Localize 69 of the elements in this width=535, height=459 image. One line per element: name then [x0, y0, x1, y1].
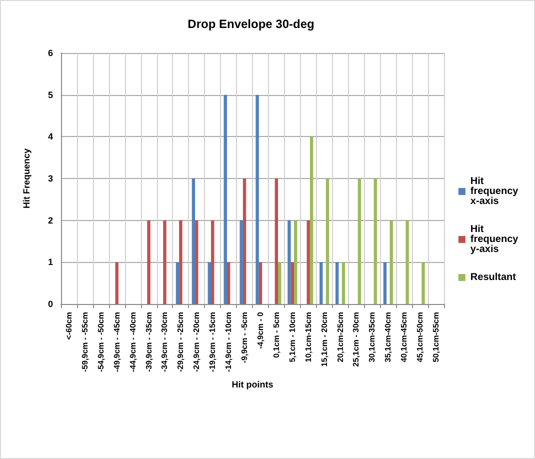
y-tick-label: 3 [48, 174, 53, 184]
bar [406, 220, 409, 304]
bar [208, 262, 212, 304]
bar [374, 178, 377, 304]
y-tick-label: 0 [48, 299, 53, 309]
bar [224, 94, 227, 304]
bar [274, 178, 278, 304]
x-tick-label: 50,1cm-55cm [432, 312, 441, 362]
x-tick-label: <-60cm [64, 312, 74, 340]
bar [310, 136, 314, 304]
chart-title: Drop Envelope 30-deg [188, 17, 314, 31]
bar [258, 262, 262, 304]
bar [288, 220, 291, 304]
bar [383, 262, 387, 304]
x-tick-label: 20,1cm-25cm [336, 312, 345, 362]
y-tick-label: 2 [48, 215, 53, 226]
x-tick-label: 30,1cm-35cm [368, 312, 377, 362]
x-tick-label: -9,9cm - -5cm [240, 312, 250, 364]
legend-label: Hit frequency y-axis [470, 224, 522, 255]
bar [163, 220, 166, 304]
y-axis-title: Hit Frequency [22, 148, 32, 209]
x-tick-label: -39,9cm - -35cm [144, 312, 154, 372]
bar [211, 220, 214, 304]
x-tick-label: 45,1cm-50cm [416, 312, 425, 362]
x-tick-label: -24,9cm - -20cm [192, 312, 202, 372]
bar [240, 220, 243, 304]
x-tick-label: 35,1cm-40cm [384, 312, 393, 362]
x-tick-label: 5,1cm - 10cm [288, 312, 297, 362]
bar [115, 262, 118, 304]
bar [147, 220, 150, 304]
bar [326, 178, 330, 304]
bar [320, 262, 323, 304]
x-tick-label: -29,9cm - -25cm [176, 312, 186, 372]
bar [226, 262, 230, 304]
bar [390, 220, 393, 304]
bar [179, 220, 182, 304]
x-axis-title: Hit points [232, 379, 274, 390]
x-tick-label: -49,9cm - -45cm [112, 312, 122, 372]
legend-label: Hit frequency x-axis [470, 176, 522, 207]
x-tick-label: -59,9cm - -55cm [80, 312, 90, 372]
x-tick-label: -4,9cm - 0 [256, 311, 265, 349]
bar [242, 178, 246, 304]
x-tick-label: -19,9cm - -15cm [208, 312, 218, 372]
bar [176, 262, 180, 304]
legend-label: Resultant [470, 272, 517, 283]
bar [342, 262, 346, 304]
y-tick-label: 6 [48, 48, 53, 58]
bar [192, 178, 196, 304]
bar [358, 178, 362, 304]
bar [290, 262, 294, 304]
x-tick-label: 15,1cm - 20cm [320, 312, 329, 367]
bar [256, 94, 259, 304]
x-tick-label: 0,1cm - 5cm [272, 312, 281, 358]
x-tick-label: 10,1cm-15cm [304, 312, 313, 362]
bar [422, 262, 425, 304]
x-tick-label: 40,1cm-45cm [400, 312, 409, 362]
bar [278, 262, 282, 304]
x-tick-label: -54,9cm - -50cm [96, 312, 106, 372]
y-tick-label: 5 [48, 90, 53, 100]
y-tick-label: 1 [48, 257, 53, 268]
x-tick-label: 25,1cm - 30cm [352, 312, 361, 367]
bar [335, 262, 339, 304]
x-tick-label: -44,9cm - -40cm [128, 312, 138, 372]
bar [195, 220, 198, 304]
x-tick-label: -34,9cm - -30cm [160, 312, 170, 372]
y-tick-label: 4 [48, 132, 53, 142]
bar [294, 220, 298, 304]
x-tick-label: -14,9cm - -10cm [224, 312, 234, 372]
bar [306, 220, 310, 304]
